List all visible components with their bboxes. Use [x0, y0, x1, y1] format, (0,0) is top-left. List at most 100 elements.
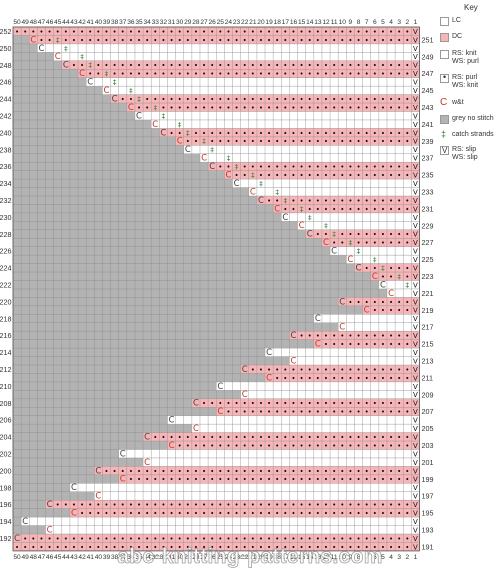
purl-dot: • [340, 408, 344, 416]
purl-dot: • [332, 197, 336, 205]
purl-dot: • [283, 36, 287, 44]
catch-mark: ‡ [178, 121, 182, 129]
purl-dot: • [267, 400, 271, 408]
column-number-top: 1 [414, 19, 418, 26]
purl-dot: • [316, 408, 320, 416]
purl-dot: • [373, 231, 377, 239]
chart-row: V ‡ C [53, 52, 420, 62]
purl-dot: • [161, 467, 165, 475]
slip-swatch: V [440, 146, 449, 155]
column-number-bottom: 3 [397, 554, 401, 561]
purl-dot: • [332, 138, 336, 146]
purl-dot: • [405, 273, 409, 281]
key-item-lc: LC [440, 17, 461, 26]
row-number-left: 252 [0, 27, 12, 36]
key-label-catch: catch strands [452, 131, 494, 138]
purl-dot: • [291, 433, 295, 441]
slip-mark: V [413, 281, 418, 289]
purl-dot: • [31, 28, 35, 36]
purl-dot: • [226, 104, 230, 112]
purl-dot: • [267, 366, 271, 374]
purl-dot: • [291, 205, 295, 213]
purl-dot: • [373, 476, 377, 484]
row-stitches [216, 407, 420, 416]
purl-dot: • [169, 36, 173, 44]
purl-dot: • [365, 510, 369, 518]
slip-mark: V [413, 450, 418, 458]
purl-dot: • [31, 543, 35, 551]
purl-dot: • [210, 138, 214, 146]
dc-swatch [440, 33, 449, 42]
purl-dot: • [356, 374, 360, 382]
purl-dot: • [251, 62, 255, 70]
purl-dot: • [235, 408, 239, 416]
purl-dot: • [235, 501, 239, 509]
slip-mark: V [413, 493, 418, 501]
purl-dot: • [365, 70, 369, 78]
purl-dot: • [275, 433, 279, 441]
purl-dot: • [397, 476, 401, 484]
chart-row: V ‡ C [37, 44, 420, 54]
purl-dot: • [324, 467, 328, 475]
wrap-mark: C [47, 525, 53, 535]
wrap-mark: C [250, 187, 256, 197]
wrap-mark: C [144, 458, 150, 468]
purl-dot: • [178, 510, 182, 518]
purl-dot: • [226, 400, 230, 408]
purl-dot: • [324, 400, 328, 408]
purl-dot: • [397, 535, 401, 543]
purl-dot: • [291, 510, 295, 518]
purl-dot: • [389, 298, 393, 306]
purl-dot: • [316, 400, 320, 408]
row-number-right: 201 [422, 458, 434, 467]
purl-swatch: • [440, 72, 449, 83]
purl-dot: • [324, 104, 328, 112]
purl-dot: • [137, 70, 141, 78]
purl-dot: • [48, 36, 52, 44]
column-number-bottom: 26 [209, 554, 217, 561]
slip-mark: V [413, 138, 418, 146]
column-number-top: 27 [200, 19, 208, 26]
purl-dot: • [145, 95, 149, 103]
wrap-mark: C [201, 154, 207, 164]
column-number-bottom: 15 [298, 554, 306, 561]
row-number-right: 191 [422, 542, 434, 551]
row-number-left: 238 [0, 145, 12, 154]
slip-mark: V [413, 70, 418, 78]
purl-dot: • [356, 442, 360, 450]
purl-dot: • [121, 467, 125, 475]
purl-dot: • [365, 543, 369, 551]
purl-dot: • [332, 172, 336, 180]
purl-dot: • [267, 510, 271, 518]
purl-dot: • [356, 433, 360, 441]
purl-dot: • [340, 501, 344, 509]
row-number-left: 250 [0, 44, 12, 53]
purl-dot: • [405, 231, 409, 239]
purl-dot: • [308, 138, 312, 146]
purl-dot: • [405, 163, 409, 171]
purl-dot: • [356, 535, 360, 543]
purl-dot: • [202, 95, 206, 103]
column-number-bottom: 1 [414, 554, 418, 561]
purl-dot: • [332, 374, 336, 382]
purl-dot: • [283, 129, 287, 137]
purl-dot: • [186, 138, 190, 146]
column-number-top: 37 [119, 19, 127, 26]
wrap-mark: C [282, 213, 288, 223]
purl-dot: • [348, 129, 352, 137]
purl-dot: • [202, 70, 206, 78]
purl-dot: • [389, 442, 393, 450]
purl-dot: • [202, 476, 206, 484]
slip-mark: V [413, 417, 418, 425]
purl-dot: • [113, 467, 117, 475]
row-stitches [232, 179, 420, 188]
purl-dot: • [308, 95, 312, 103]
purl-dot: • [194, 442, 198, 450]
purl-dot: • [80, 535, 84, 543]
knit-swatch [440, 50, 449, 59]
purl-dot: • [397, 298, 401, 306]
purl-dot: • [251, 510, 255, 518]
purl-dot: • [365, 400, 369, 408]
purl-dot: • [235, 467, 239, 475]
catch-mark: ‡ [105, 70, 109, 78]
